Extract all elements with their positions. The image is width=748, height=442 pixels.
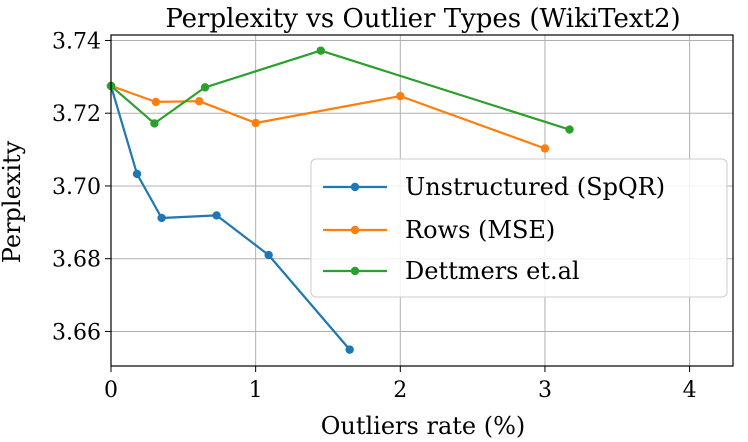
data-point (150, 119, 159, 128)
data-point (157, 213, 166, 223)
y-axis-label: Perplexity (0, 140, 26, 263)
legend-entry: Dettmers et.al (323, 257, 580, 285)
data-point (212, 211, 221, 220)
data-point (345, 345, 354, 354)
data-point (251, 118, 260, 128)
legend: Unstructured (SpQR) Rows (MSE) Dettmers et… (310, 158, 728, 298)
data-point (151, 97, 161, 107)
data-point (195, 97, 204, 106)
legend-label: Rows (MSE) (405, 216, 555, 244)
y-tick-label: 3.74 (52, 29, 101, 54)
legend-label: Dettmers et.al (405, 257, 580, 285)
chart-title: Perplexity vs Outlier Types (WikiText2) (165, 4, 680, 34)
y-tick-label: 3.66 (52, 320, 101, 345)
series-line (110, 84, 546, 150)
data-point (396, 91, 405, 101)
y-tick-label: 3.68 (52, 248, 101, 273)
plot-frame (110, 34, 734, 367)
legend-entry: Unstructured (SpQR) (323, 173, 665, 201)
legend-box (310, 158, 728, 298)
data-point (264, 250, 273, 260)
series-2 (106, 81, 550, 153)
legend-entry: Rows (MSE) (323, 216, 555, 244)
x-tick-label: 3 (538, 378, 552, 403)
tick-layer: 0 1 2 3 4 3.66 3.68 3.70 3.72 3.74 (52, 29, 697, 403)
legend-swatch-marker (350, 225, 360, 235)
x-tick-label: 2 (393, 378, 407, 403)
data-point (132, 169, 142, 179)
x-tick-label: 0 (104, 378, 118, 403)
data-point (565, 125, 574, 134)
y-tick-label: 3.72 (52, 102, 101, 127)
x-tick-label: 1 (249, 378, 263, 403)
series-line (109, 85, 351, 351)
legend-swatch-marker (350, 266, 360, 276)
x-axis-label: Outliers rate (%) (321, 412, 526, 440)
series-line (110, 49, 570, 131)
data-point (316, 46, 325, 55)
y-tick-label: 3.70 (52, 175, 101, 200)
data-point (200, 83, 210, 92)
legend-label: Unstructured (SpQR) (405, 173, 665, 201)
legend-swatch-marker (350, 182, 360, 192)
data-point (540, 144, 550, 153)
series-3 (106, 46, 574, 134)
x-tick-label: 4 (683, 378, 697, 403)
